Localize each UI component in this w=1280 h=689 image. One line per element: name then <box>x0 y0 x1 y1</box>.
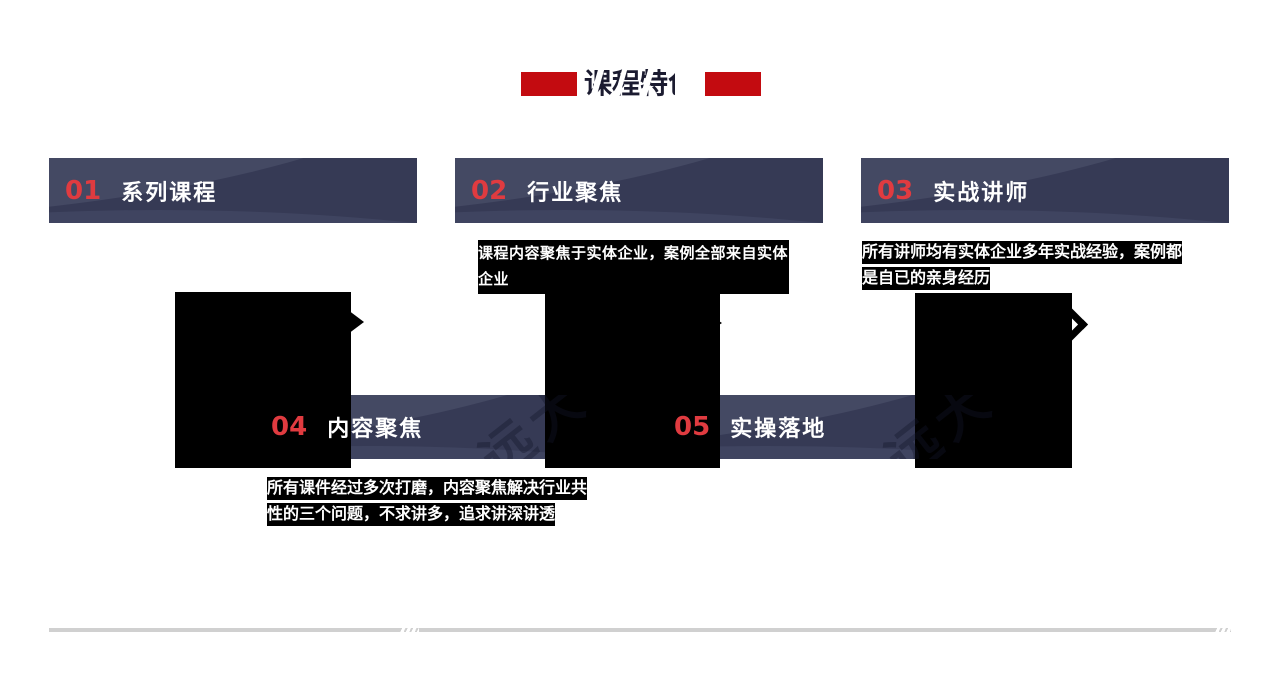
card-03-description: 所有讲师均有实体企业多年实战经验，案例都是自已的亲身经历 <box>862 240 1184 292</box>
bottom-divider-segment <box>419 628 1215 632</box>
description-text: 所有课件经过多次打磨，内容聚焦解决行业共性的三个问题，不求讲多，追求讲深讲透 <box>267 477 588 526</box>
card-number: 05 <box>674 412 711 442</box>
bottom-divider-hatch <box>1215 628 1231 632</box>
page-title: 课程特色 <box>562 61 718 107</box>
card-number: 04 <box>271 412 308 442</box>
card-title: 实操落地 <box>730 416 827 441</box>
card-title: 系列课程 <box>121 179 218 205</box>
card-number: 03 <box>877 175 914 206</box>
description-text: 所有讲师均有实体企业多年实战经验，案例都是自已的亲身经历 <box>862 241 1183 290</box>
title-shine-cover <box>675 62 701 106</box>
card-04-description: 所有课件经过多次打磨，内容聚焦解决行业共性的三个问题，不求讲多，追求讲深讲透 <box>267 476 596 528</box>
card-header-01: 01 系列课程 <box>49 158 417 223</box>
card-number: 02 <box>471 175 508 206</box>
card-header-03: 03 实战讲师 <box>861 158 1229 223</box>
card-title: 实战讲师 <box>933 179 1030 205</box>
description-text: 课程内容聚焦于实体企业，案例全部来自实体企业 <box>478 245 789 288</box>
step-image-3 <box>915 293 1072 468</box>
bottom-divider-segment <box>49 628 400 632</box>
step-image-2 <box>545 292 720 468</box>
arrow-right-icon <box>348 310 364 334</box>
title-accent-left <box>521 72 577 96</box>
card-title: 行业聚焦 <box>527 179 624 205</box>
title-accent-right <box>705 72 761 96</box>
card-02-description: 课程内容聚焦于实体企业，案例全部来自实体企业 <box>478 240 789 294</box>
bottom-divider-hatch <box>400 628 419 632</box>
card-header-02: 02 行业聚焦 <box>455 158 823 223</box>
step-image-1 <box>175 292 351 468</box>
card-number: 01 <box>65 175 102 206</box>
card-title: 内容聚焦 <box>327 416 424 441</box>
